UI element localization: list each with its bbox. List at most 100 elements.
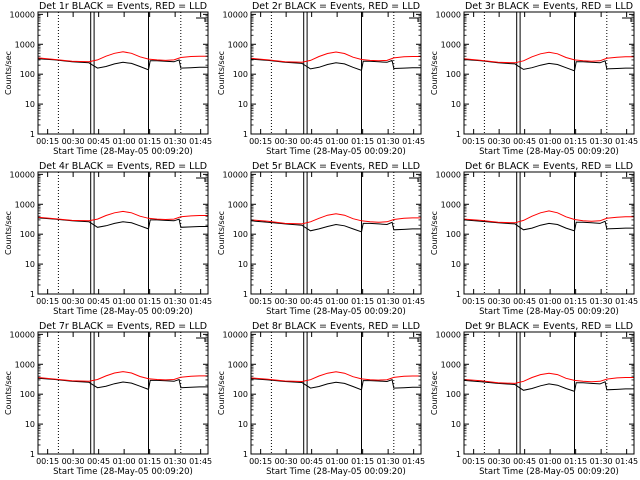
plot-frame — [463, 11, 635, 135]
x-tick-label: 00:45 — [300, 457, 323, 466]
x-tick-label: 01:30 — [590, 137, 613, 146]
x-tick-label: 01:15 — [138, 137, 161, 146]
corner-bracket — [622, 337, 632, 342]
x-tick-label: 01:15 — [351, 457, 374, 466]
x-tick-label: 01:15 — [351, 297, 374, 306]
series-events-line — [463, 219, 634, 232]
x-tick-label: 01:15 — [138, 457, 161, 466]
y-axis-label: Counts/sec — [430, 371, 439, 415]
plot-frame — [37, 331, 209, 455]
x-tick-label: 01:45 — [402, 297, 425, 306]
y-tick-label: 1 — [30, 130, 35, 139]
x-tick-label: 01:45 — [615, 297, 638, 306]
panel-title: Det 9r BLACK = Events, RED = LLD — [465, 321, 633, 332]
y-tick-label: 10 — [451, 100, 461, 109]
panel-det-8: Det 8r BLACK = Events, RED = LLD 1 10 100 10… — [217, 321, 425, 477]
series-events-line — [463, 379, 634, 392]
panel-det-9: Det 9r BLACK = Events, RED = LLD 1 10 100 10… — [430, 321, 638, 477]
x-tick-label: 00:15 — [249, 137, 272, 146]
panel-title: Det 8r BLACK = Events, RED = LLD — [252, 321, 420, 332]
corner-bracket — [196, 337, 206, 342]
x-tick-label: 00:30 — [275, 297, 298, 306]
y-tick-label: 100 — [446, 230, 461, 239]
x-tick-label: 01:30 — [164, 457, 187, 466]
y-axis-label: Counts/sec — [217, 371, 226, 415]
x-axis-label: Start Time (28-May-05 00:09:20) — [266, 147, 406, 157]
y-axis-label: Counts/sec — [4, 211, 13, 255]
y-tick-label: 1 — [243, 290, 248, 299]
y-tick-label: 100 — [20, 390, 35, 399]
plot-frame — [250, 11, 422, 135]
panel-det-2: Det 2r BLACK = Events, RED = LLD 1 10 100 10… — [217, 1, 425, 157]
x-tick-label: 00:45 — [513, 137, 536, 146]
x-tick-label: 01:00 — [539, 297, 562, 306]
y-tick-label: 1000 — [441, 200, 461, 209]
y-tick-label: 10000 — [436, 330, 461, 339]
y-tick-label: 100 — [446, 390, 461, 399]
x-tick-label: 01:15 — [564, 297, 587, 306]
x-tick-label: 00:30 — [275, 457, 298, 466]
panel-det-4: Det 4r BLACK = Events, RED = LLD 1 10 100 10… — [4, 161, 212, 317]
x-tick-label: 00:15 — [249, 457, 272, 466]
corner-bracket — [409, 337, 419, 342]
y-tick-label: 10000 — [10, 10, 35, 19]
series-lld-line — [250, 213, 421, 225]
series-lld-line — [463, 210, 634, 224]
x-tick-label: 00:15 — [249, 297, 272, 306]
y-tick-label: 100 — [20, 70, 35, 79]
plot-frame — [37, 11, 209, 135]
x-tick-label: 00:15 — [36, 137, 59, 146]
x-tick-label: 00:45 — [300, 297, 323, 306]
x-tick-label: 00:30 — [488, 137, 511, 146]
series-events-line — [250, 378, 421, 391]
plot-frame — [250, 331, 422, 455]
series-lld-line — [463, 51, 634, 64]
x-tick-label: 00:45 — [87, 457, 110, 466]
y-tick-label: 1 — [456, 450, 461, 459]
panel-title: Det 1r BLACK = Events, RED = LLD — [39, 1, 207, 12]
x-tick-label: 01:00 — [113, 457, 136, 466]
y-tick-label: 10000 — [436, 10, 461, 19]
corner-bracket — [196, 177, 206, 182]
plot-frame — [250, 171, 422, 295]
series-lld-line — [37, 371, 208, 382]
panel-det-1: Det 1r BLACK = Events, RED = LLD 1 10 100 10… — [4, 1, 212, 157]
y-tick-label: 100 — [20, 230, 35, 239]
y-tick-label: 10000 — [223, 330, 248, 339]
x-tick-label: 01:00 — [539, 457, 562, 466]
panel-title: Det 6r BLACK = Events, RED = LLD — [465, 161, 633, 172]
y-tick-label: 1000 — [15, 40, 35, 49]
y-tick-label: 1 — [30, 290, 35, 299]
y-tick-label: 10 — [238, 260, 248, 269]
plot-frame — [37, 171, 209, 295]
x-tick-label: 01:30 — [377, 297, 400, 306]
y-tick-label: 10000 — [223, 170, 248, 179]
y-tick-label: 1000 — [228, 200, 248, 209]
y-tick-label: 1000 — [228, 360, 248, 369]
x-tick-label: 01:00 — [113, 297, 136, 306]
y-tick-label: 10 — [25, 260, 35, 269]
x-tick-label: 00:45 — [300, 137, 323, 146]
series-events-line — [37, 377, 208, 391]
x-tick-label: 00:30 — [62, 457, 85, 466]
x-tick-label: 01:00 — [539, 137, 562, 146]
y-axis-label: Counts/sec — [217, 211, 226, 255]
x-tick-label: 01:45 — [402, 137, 425, 146]
y-axis-label: Counts/sec — [4, 371, 13, 415]
series-lld-line — [463, 372, 634, 384]
panel-title: Det 5r BLACK = Events, RED = LLD — [252, 161, 420, 172]
x-tick-label: 01:45 — [189, 297, 212, 306]
x-axis-label: Start Time (28-May-05 00:09:20) — [479, 467, 619, 477]
panel-det-3: Det 3r BLACK = Events, RED = LLD 1 10 100 10… — [430, 1, 638, 157]
y-tick-label: 10000 — [10, 170, 35, 179]
series-lld-line — [250, 51, 421, 63]
x-axis-label: Start Time (28-May-05 00:09:20) — [266, 307, 406, 317]
x-tick-label: 01:15 — [564, 457, 587, 466]
panel-title: Det 7r BLACK = Events, RED = LLD — [39, 321, 207, 332]
panel-title: Det 2r BLACK = Events, RED = LLD — [252, 1, 420, 12]
y-axis-label: Counts/sec — [217, 51, 226, 95]
series-lld-line — [37, 51, 208, 63]
series-events-line — [463, 59, 634, 72]
x-tick-label: 01:45 — [189, 137, 212, 146]
